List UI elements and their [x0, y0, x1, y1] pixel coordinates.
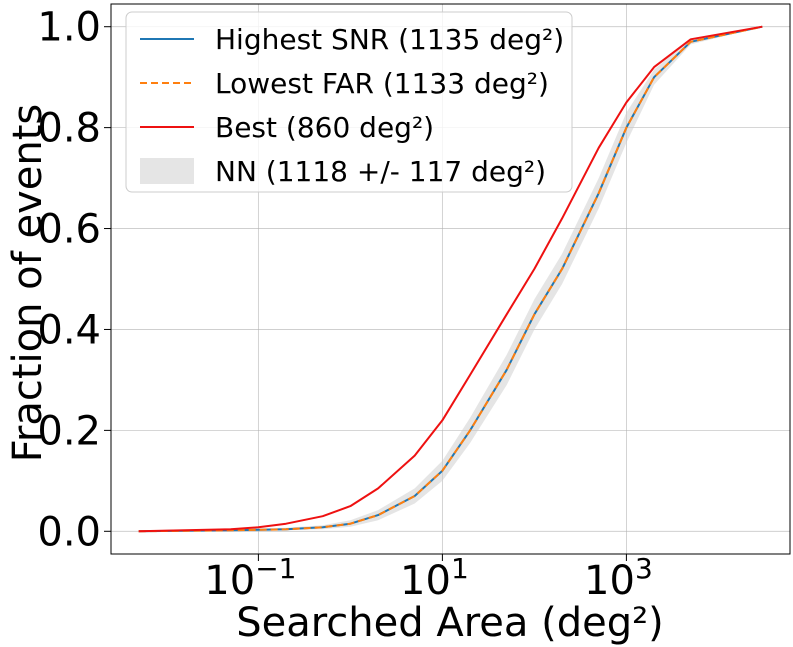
- legend-label: NN (1118 +/- 117 deg²): [215, 155, 546, 188]
- x-tick-label-base: 10: [400, 558, 451, 604]
- series-line-lowest-far: [138, 25, 763, 533]
- y-tick-label: 1.0: [37, 5, 101, 51]
- x-axis-label: Searched Area (deg²): [236, 600, 664, 646]
- axis-ticks: 0.00.20.40.60.81.010−1 101 103: [37, 5, 652, 604]
- x-tick-label: 101: [400, 552, 469, 604]
- x-tick-label-base: 10: [204, 558, 255, 604]
- y-tick-label: 0.6: [37, 207, 101, 253]
- y-tick-label: 0.4: [37, 307, 101, 353]
- x-tick-label-exponent: 1: [451, 552, 469, 585]
- y-tick-label: 0.8: [37, 106, 101, 152]
- x-tick-label-exponent: −1: [255, 552, 296, 585]
- legend-swatch: [140, 158, 194, 184]
- x-tick-label: 10−1: [204, 552, 296, 604]
- legend-box: [125, 11, 573, 193]
- y-tick-label: 0.2: [37, 408, 101, 454]
- legend: Highest SNR (1135 deg²) Lowest FAR (1133 …: [125, 11, 573, 193]
- x-tick-label-exponent: 3: [635, 552, 653, 585]
- y-axis-label: Fraction of events: [5, 104, 51, 462]
- x-tick-label: 103: [584, 552, 653, 604]
- series-lines-layer: [138, 25, 763, 533]
- x-tick-label-base: 10: [584, 558, 635, 604]
- legend-label: Best (860 deg²): [215, 111, 434, 144]
- legend-label: Lowest FAR (1133 deg²): [215, 67, 549, 100]
- plot-frame: [110, 3, 791, 555]
- y-tick-label: 0.0: [37, 509, 101, 555]
- series-line-best: [138, 25, 763, 533]
- legend-label: Highest SNR (1135 deg²): [215, 23, 564, 56]
